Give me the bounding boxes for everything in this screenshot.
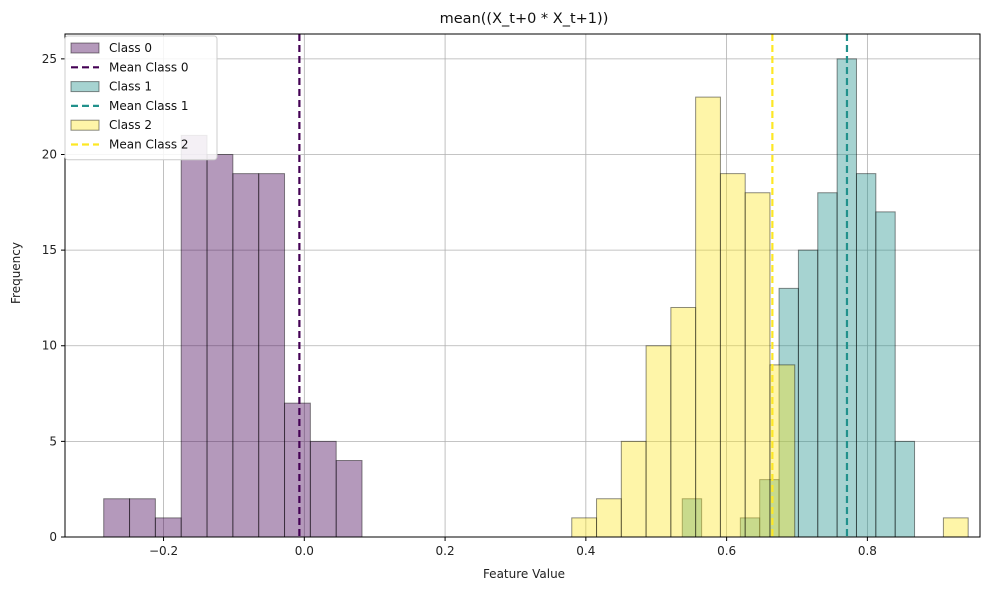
histogram-bar-class-0 [103,498,131,538]
x-tick-label: 0.0 [295,544,314,558]
mean-lines [298,34,849,537]
legend-swatch [70,81,100,93]
histogram-bar-class-0 [309,440,337,538]
x-axis-label: Feature Value [483,567,565,581]
y-tick-label: 0 [49,530,57,544]
histogram-bar-class-2 [670,306,697,538]
x-tick-label: 0.2 [436,544,455,558]
histogram-bar-class-2 [769,364,796,538]
y-tick-label: 15 [42,243,57,257]
histogram-bar-class-2 [596,498,622,538]
axes: −0.2 0.0 0.2 0.4 0.6 0.8 0 5 10 15 20 25 [42,33,981,558]
y-tick-label: 20 [42,147,57,161]
histogram-bar-class-1 [894,440,916,538]
histogram-bar-class-0 [258,173,286,538]
x-tick-label: 0.8 [858,544,877,558]
legend: Class 0 Mean Class 0 Class 1 Mean Class 1 Cl… [64,35,218,161]
y-tick-label: 5 [49,434,57,448]
legend-swatch [70,42,100,54]
x-tick-label: 0.6 [717,544,736,558]
histogram-bar-class-2 [719,173,746,538]
plot-frame [64,33,981,538]
histogram-bar-class-0 [129,498,156,538]
histogram-bar-class-0 [180,134,208,538]
histogram-bar-class-0 [335,459,363,538]
histogram-bar-class-0 [206,153,234,538]
y-tick-label: 25 [42,52,57,66]
histogram-bar-class-2 [620,440,647,538]
x-tick-label: 0.4 [576,544,595,558]
histogram-bar-class-2 [695,96,721,538]
y-tick-label: 10 [42,339,57,353]
histogram-bar-class-0 [284,402,311,538]
histogram-bar-class-1 [855,173,877,538]
chart-title: mean((X_t+0 * X_t+1)) [440,11,609,27]
histogram-bar-class-2 [744,192,771,538]
histogram-bar-class-2 [942,517,969,538]
legend-label: Mean Class 1 [109,99,189,113]
legend-label: Class 2 [109,118,152,132]
legend-box [64,35,218,161]
legend-label: Class 0 [109,41,152,55]
legend-label: Mean Class 2 [109,138,189,152]
x-tick-label: −0.2 [149,544,178,558]
legend-swatch [70,119,100,131]
histogram-bar-class-1 [797,249,819,538]
histogram-bar-class-2 [645,345,672,538]
histogram-bars [103,58,969,538]
legend-label: Class 1 [109,80,152,94]
legend-label: Mean Class 0 [109,60,189,74]
histogram-bar-class-2 [571,517,598,538]
histogram-bar-class-0 [154,517,182,538]
histogram-bar-class-1 [817,192,838,538]
y-axis-label: Frequency [9,242,23,304]
histogram-bar-class-1 [875,211,896,538]
histogram-bar-class-0 [232,173,260,538]
